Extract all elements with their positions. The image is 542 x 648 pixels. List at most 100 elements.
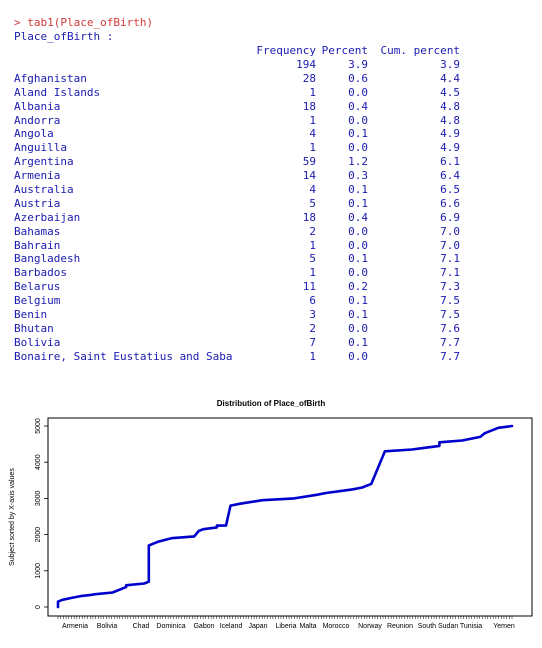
table-row: Bonaire, Saint Eustatius and Saba 1 0.0 7.7 xyxy=(0,350,542,364)
row-frequency: 2 xyxy=(309,321,316,335)
y-tick-label: 0 xyxy=(35,605,42,609)
row-cum-percent: 6.5 xyxy=(440,183,460,197)
row-name: Anguilla xyxy=(14,141,67,155)
x-tick-label: Gabon xyxy=(193,623,214,630)
row-frequency: 5 xyxy=(309,196,316,210)
x-tick-label: Bolivia xyxy=(97,623,118,630)
row-percent: 0.0 xyxy=(348,141,368,155)
row-name: Albania xyxy=(14,99,61,113)
row-frequency: 194 xyxy=(296,58,316,71)
row-name: Bhutan xyxy=(14,321,54,335)
plot-svg: Distribution of Place_ofBirth Subject so… xyxy=(9,399,533,630)
table-row: Anguilla 1 0.0 4.9 xyxy=(0,141,542,155)
row-percent: 0.3 xyxy=(348,169,368,183)
x-axis-labels: Armenia Bolivia Chad Dominica Gabon Iceland Ja… xyxy=(62,623,515,630)
row-cum-percent: 7.1 xyxy=(440,252,460,266)
row-frequency: 59 xyxy=(302,155,316,169)
table-row: Argentina 59 1.2 6.1 xyxy=(0,155,542,169)
row-name: Bahrain xyxy=(14,238,61,252)
row-percent: 0.0 xyxy=(348,266,368,280)
row-name: Bahamas xyxy=(14,224,61,238)
row-name: Armenia xyxy=(14,169,61,183)
row-cum-percent: 7.0 xyxy=(440,238,460,252)
row-name: Angola xyxy=(14,127,54,141)
y-tick-label: 5000 xyxy=(35,418,42,434)
row-name: Andorra xyxy=(14,113,61,127)
col-cum-percent: Cum. percent xyxy=(380,44,460,57)
row-frequency: 1 xyxy=(309,349,316,363)
table-row: Austria 5 0.1 6.6 xyxy=(0,197,542,211)
row-name: Bonaire, Saint Eustatius and Saba xyxy=(14,349,233,363)
table-row: Belgium 6 0.1 7.5 xyxy=(0,294,542,308)
row-frequency: 6 xyxy=(309,294,316,308)
x-tick-label: Morocco xyxy=(323,623,350,630)
row-frequency: 1 xyxy=(309,266,316,280)
table-row: Afghanistan 28 0.6 4.4 xyxy=(0,72,542,86)
x-tick-label: Chad xyxy=(133,623,150,630)
row-percent: 0.1 xyxy=(348,335,368,349)
row-cum-percent: 6.4 xyxy=(440,169,460,183)
x-tick-label: Japan xyxy=(248,623,267,630)
table-row: 194 3.9 3.9 xyxy=(0,58,542,72)
row-frequency: 3 xyxy=(309,308,316,322)
table-row: Bolivia 7 0.1 7.7 xyxy=(0,336,542,350)
row-cum-percent: 7.1 xyxy=(440,266,460,280)
row-percent: 0.1 xyxy=(348,252,368,266)
table-row: Albania 18 0.4 4.8 xyxy=(0,100,542,114)
row-percent: 0.1 xyxy=(348,196,368,210)
row-cum-percent: 4.5 xyxy=(440,85,460,99)
row-frequency: 1 xyxy=(309,238,316,252)
row-cum-percent: 4.8 xyxy=(440,99,460,113)
row-frequency: 2 xyxy=(309,224,316,238)
row-cum-percent: 7.3 xyxy=(440,280,460,294)
row-percent: 0.0 xyxy=(348,85,368,99)
table-row: Bahamas 2 0.0 7.0 xyxy=(0,225,542,239)
table-row: Benin 3 0.1 7.5 xyxy=(0,308,542,322)
x-tick-label: Norway xyxy=(358,623,382,630)
row-name: Benin xyxy=(14,308,48,322)
row-name: Austria xyxy=(14,196,61,210)
row-percent: 3.9 xyxy=(348,58,368,71)
x-tick-label: Malta xyxy=(299,623,316,630)
row-percent: 0.0 xyxy=(348,349,368,363)
row-cum-percent: 7.5 xyxy=(440,294,460,308)
col-frequency: Frequency xyxy=(256,44,316,57)
row-frequency: 14 xyxy=(302,169,316,183)
row-frequency: 1 xyxy=(309,113,316,127)
row-name: Azerbaijan xyxy=(14,210,81,224)
table-row: Barbados 1 0.0 7.1 xyxy=(0,266,542,280)
row-cum-percent: 7.5 xyxy=(440,308,460,322)
plot-frame xyxy=(47,417,533,617)
table-row: Aland Islands 1 0.0 4.5 xyxy=(0,86,542,100)
row-frequency: 5 xyxy=(309,252,316,266)
row-frequency: 4 xyxy=(309,183,316,197)
row-frequency: 11 xyxy=(302,280,316,294)
x-tick-label: Reunion xyxy=(387,623,413,630)
row-cum-percent: 4.4 xyxy=(440,71,460,85)
distribution-plot: Distribution of Place_ofBirth Subject so… xyxy=(0,380,542,648)
console-command: > tab1(Place_ofBirth) xyxy=(14,16,154,29)
row-cum-percent: 7.6 xyxy=(440,321,460,335)
y-tick-label: 3000 xyxy=(35,491,42,507)
row-percent: 0.1 xyxy=(348,183,368,197)
row-percent: 0.4 xyxy=(348,210,368,224)
row-cum-percent: 7.0 xyxy=(440,224,460,238)
row-percent: 0.1 xyxy=(348,308,368,322)
row-cum-percent: 3.9 xyxy=(440,58,460,71)
x-tick-label: Iceland xyxy=(220,623,243,630)
y-tick-label: 4000 xyxy=(35,454,42,470)
row-name: Barbados xyxy=(14,266,67,280)
y-tick-label: 1000 xyxy=(35,563,42,579)
table-row: Azerbaijan 18 0.4 6.9 xyxy=(0,211,542,225)
x-tick-label: Yemen xyxy=(493,623,515,630)
console-output: > tab1(Place_ofBirth) Place_ofBirth : Fr… xyxy=(0,16,542,364)
frequency-table: 194 3.9 3.9 Afghanistan 28 0.6 4.4 Aland Island… xyxy=(0,58,542,364)
table-row: Andorra 1 0.0 4.8 xyxy=(0,114,542,128)
row-cum-percent: 6.9 xyxy=(440,210,460,224)
row-percent: 0.1 xyxy=(348,294,368,308)
row-percent: 0.0 xyxy=(348,238,368,252)
table-row: Angola 4 0.1 4.9 xyxy=(0,127,542,141)
row-frequency: 4 xyxy=(309,127,316,141)
row-percent: 0.2 xyxy=(348,280,368,294)
row-percent: 0.0 xyxy=(348,321,368,335)
